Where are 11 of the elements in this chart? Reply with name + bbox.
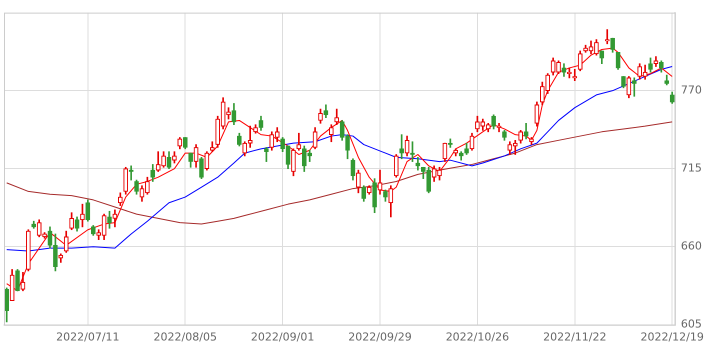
x-tick-label: 2022/11/22 <box>543 330 606 344</box>
x-tick-label: 2022/08/05 <box>154 330 217 344</box>
x-tick-label: 2022/12/19 <box>640 330 704 344</box>
x-tick-label: 2022/09/01 <box>250 330 314 344</box>
y-tick-label: 605 <box>680 318 702 331</box>
y-tick-label: 770 <box>680 84 702 97</box>
y-tick-label: 660 <box>680 240 702 253</box>
x-tick-label: 2022/09/29 <box>348 330 412 344</box>
y-tick-label: 715 <box>680 162 702 175</box>
x-tick-label: 2022/07/11 <box>56 330 120 344</box>
x-tick-label: 2022/10/26 <box>446 330 510 344</box>
